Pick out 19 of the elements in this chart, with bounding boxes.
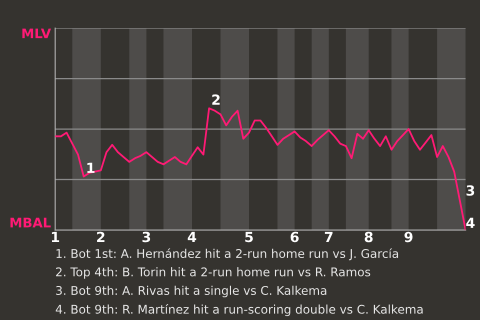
x-tick-label: 7	[324, 232, 333, 242]
x-tick-label: 1	[52, 232, 60, 242]
text: MLV	[22, 28, 52, 38]
x-tick-label: 3	[142, 232, 150, 242]
x-tick-label: 4	[188, 232, 196, 242]
text: 4. Bot 9th: R. Martínez hit a run-scoring double vs C. Kalkema	[56, 304, 423, 316]
x-tick-label: 8	[364, 232, 373, 242]
text: 2. Top 4th: B. Torin hit a 2-run home run vs R. Ramos	[56, 267, 370, 279]
text: MBAL	[10, 218, 51, 228]
text: 3	[466, 185, 474, 196]
annotation: 1	[87, 162, 94, 173]
x-tick-label: 5	[245, 232, 253, 242]
x-tick-label: 9	[404, 232, 413, 242]
annotation: 2	[212, 94, 220, 105]
x-tick-label: 2	[97, 232, 104, 242]
x-tick-label: 6	[290, 232, 299, 242]
text: 1. Bot 1st: A. Hernández hit a 2-run home run vs J. García	[56, 248, 398, 260]
text: 4	[466, 218, 475, 228]
text: 3. Bot 9th: A. Rivas hit a single vs C. Kalkema	[56, 286, 326, 298]
